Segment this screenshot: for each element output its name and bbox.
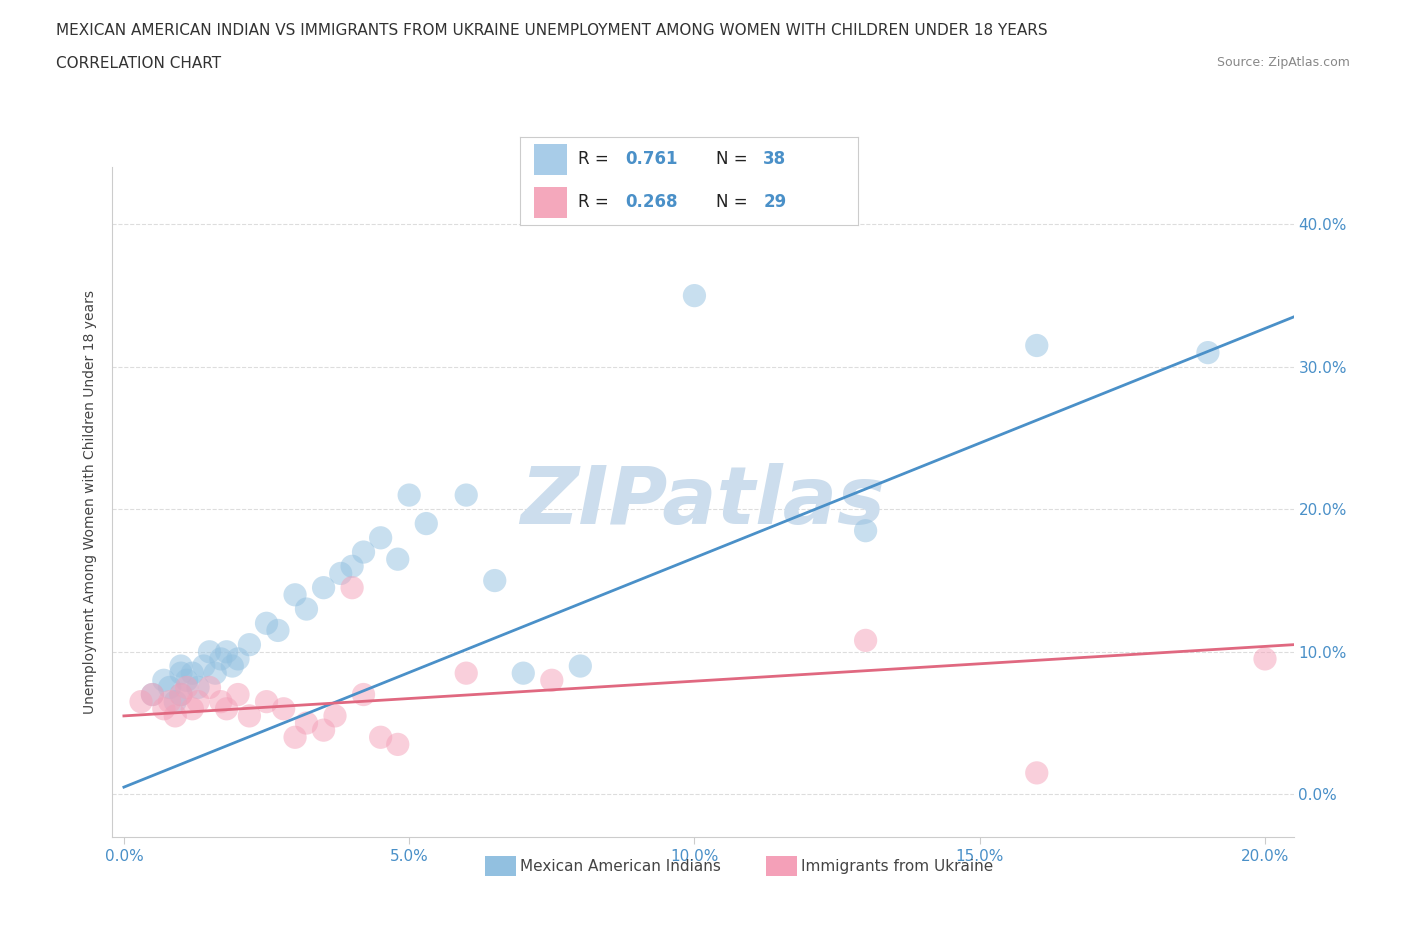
Point	[456, 487, 478, 502]
Text: ZIPatlas: ZIPatlas	[520, 463, 886, 541]
Text: CORRELATION CHART: CORRELATION CHART	[56, 56, 221, 71]
Text: 29: 29	[763, 193, 786, 211]
Point	[170, 687, 193, 702]
Point	[415, 516, 437, 531]
Text: N =: N =	[716, 150, 752, 167]
Point	[159, 694, 181, 709]
Point	[456, 666, 478, 681]
Point	[267, 623, 290, 638]
Point	[1025, 765, 1047, 780]
Point	[226, 652, 249, 667]
Point	[209, 652, 232, 667]
Point	[295, 602, 318, 617]
Point	[329, 566, 352, 581]
Point	[387, 551, 409, 566]
Point	[398, 487, 420, 502]
Point	[193, 658, 215, 673]
Point	[204, 666, 226, 681]
Point	[165, 709, 187, 724]
Point	[340, 559, 363, 574]
Point	[1197, 345, 1219, 360]
Point	[353, 545, 375, 560]
Text: 38: 38	[763, 150, 786, 167]
Y-axis label: Unemployment Among Women with Children Under 18 years: Unemployment Among Women with Children U…	[83, 290, 97, 714]
Point	[226, 687, 249, 702]
Point	[512, 666, 534, 681]
Text: Mexican American Indians: Mexican American Indians	[520, 859, 721, 874]
Point	[170, 658, 193, 673]
Point	[540, 672, 562, 687]
Point	[176, 672, 198, 687]
Point	[198, 644, 221, 659]
Point	[215, 644, 238, 659]
Point	[187, 694, 209, 709]
Point	[284, 730, 307, 745]
Point	[176, 680, 198, 695]
Point	[141, 687, 163, 702]
Point	[340, 580, 363, 595]
Point	[353, 687, 375, 702]
Point	[484, 573, 506, 588]
Text: N =: N =	[716, 193, 752, 211]
Point	[256, 694, 278, 709]
Point	[569, 658, 592, 673]
Point	[153, 672, 176, 687]
Point	[370, 730, 392, 745]
Text: 0.268: 0.268	[624, 193, 678, 211]
Point	[1254, 652, 1277, 667]
Point	[323, 709, 346, 724]
Point	[312, 723, 335, 737]
Text: R =: R =	[578, 193, 613, 211]
Point	[215, 701, 238, 716]
FancyBboxPatch shape	[534, 187, 568, 218]
Point	[683, 288, 706, 303]
FancyBboxPatch shape	[534, 144, 568, 175]
Point	[370, 530, 392, 545]
Point	[855, 524, 877, 538]
Point	[273, 701, 295, 716]
Point	[170, 687, 193, 702]
Point	[165, 694, 187, 709]
Point	[129, 694, 152, 709]
Point	[256, 616, 278, 631]
Point	[284, 588, 307, 603]
Text: R =: R =	[578, 150, 613, 167]
Point	[387, 737, 409, 751]
Point	[181, 666, 204, 681]
Point	[153, 701, 176, 716]
Point	[238, 637, 260, 652]
Point	[181, 701, 204, 716]
Point	[238, 709, 260, 724]
Text: Immigrants from Ukraine: Immigrants from Ukraine	[801, 859, 994, 874]
Point	[141, 687, 163, 702]
Point	[855, 633, 877, 648]
Point	[312, 580, 335, 595]
Point	[170, 666, 193, 681]
Point	[1025, 338, 1047, 352]
Text: Source: ZipAtlas.com: Source: ZipAtlas.com	[1216, 56, 1350, 69]
Point	[209, 694, 232, 709]
Point	[295, 715, 318, 730]
Point	[221, 658, 243, 673]
Point	[159, 680, 181, 695]
Point	[187, 680, 209, 695]
Text: 0.761: 0.761	[624, 150, 678, 167]
Text: MEXICAN AMERICAN INDIAN VS IMMIGRANTS FROM UKRAINE UNEMPLOYMENT AMONG WOMEN WITH: MEXICAN AMERICAN INDIAN VS IMMIGRANTS FR…	[56, 23, 1047, 38]
Point	[198, 680, 221, 695]
